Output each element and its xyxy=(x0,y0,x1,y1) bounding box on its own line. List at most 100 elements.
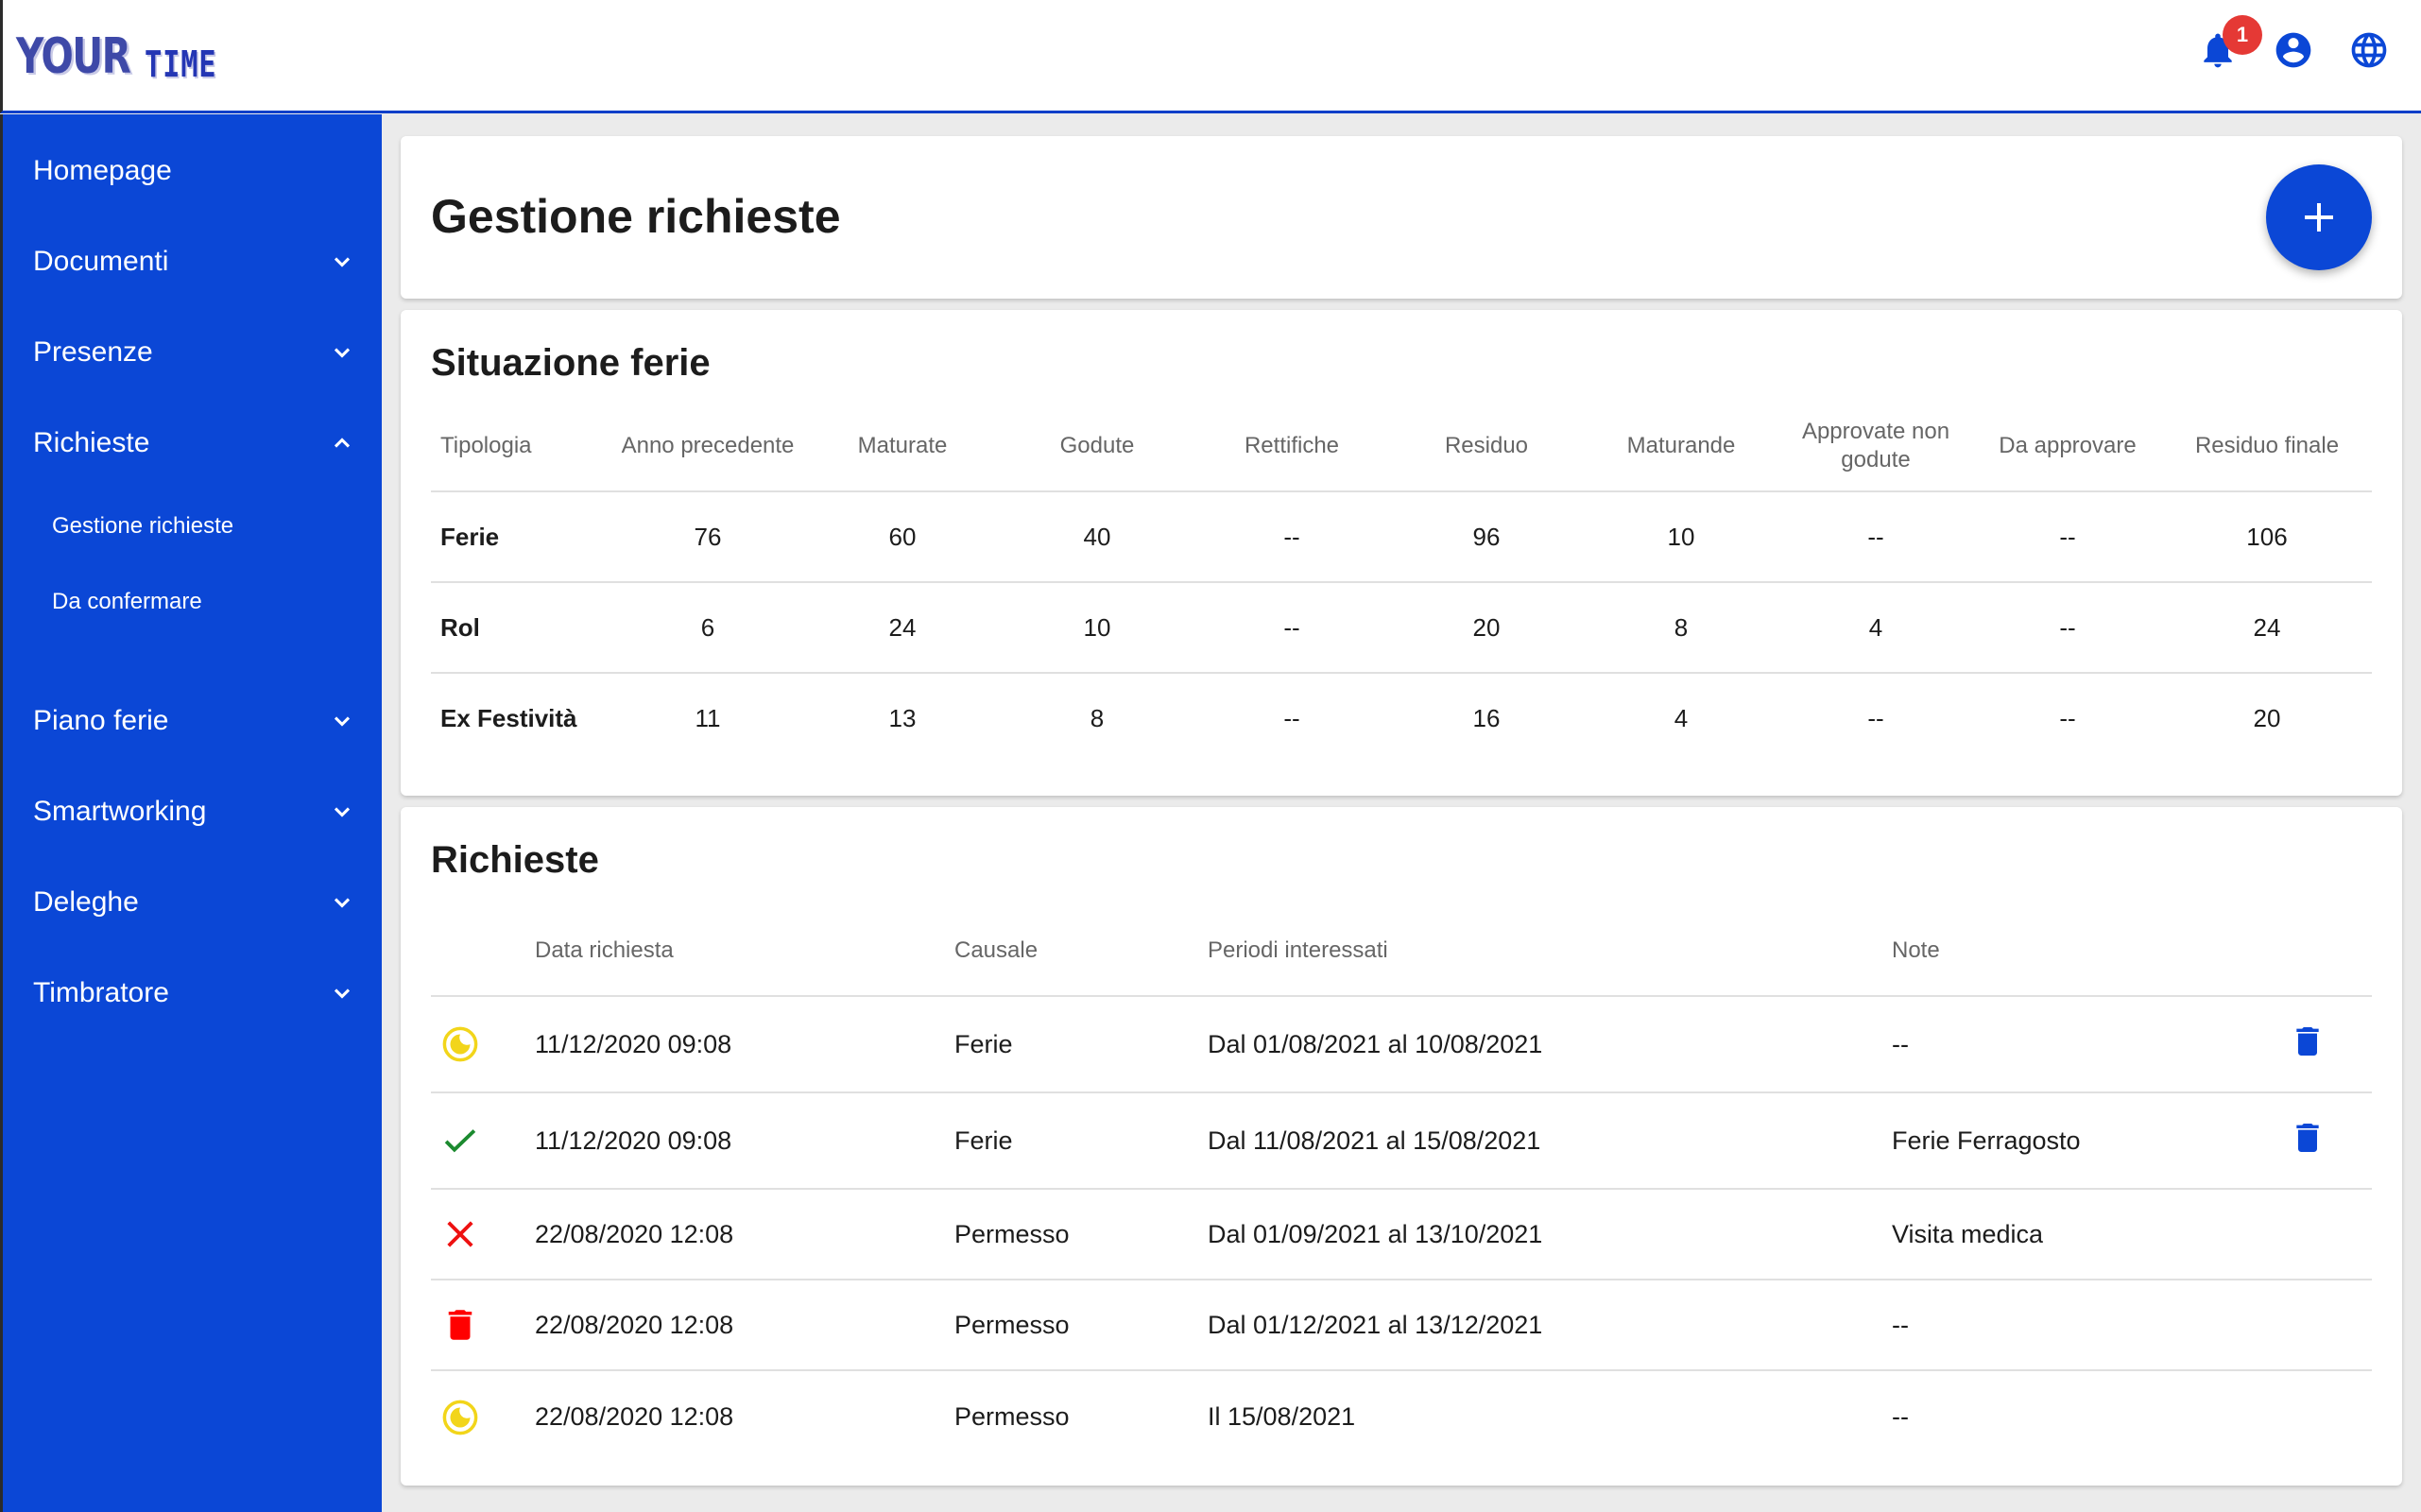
table-row[interactable]: 22/08/2020 12:08 Permesso Dal 01/09/2021… xyxy=(431,1189,2372,1280)
deleted-trash-icon xyxy=(448,1310,472,1340)
sidebar-item-label: Homepage xyxy=(33,155,172,186)
table-cell: -- xyxy=(2059,704,2076,732)
sidebar: Homepage Documenti Presenze Richieste Ge… xyxy=(0,114,382,1512)
sidebar-item-presenze[interactable]: Presenze xyxy=(3,307,382,398)
table-cell: -- xyxy=(1778,491,1973,583)
status-column-header xyxy=(431,905,535,997)
column-header: Note xyxy=(1892,905,2289,997)
column-header: Godute xyxy=(1000,401,1194,492)
delete-trash-icon[interactable] xyxy=(2289,1022,2327,1060)
periodi-cell: Dal 01/12/2021 al 13/12/2021 xyxy=(1208,1280,1892,1371)
note-cell: Visita medica xyxy=(1892,1189,2289,1280)
approved-check-icon xyxy=(444,1129,476,1153)
table-cell: Rol xyxy=(431,582,610,674)
sidebar-item-label: Deleghe xyxy=(33,886,139,918)
sidebar-item-documenti[interactable]: Documenti xyxy=(3,216,382,307)
sidebar-item-label: Timbratore xyxy=(33,977,169,1008)
table-cell: 10 xyxy=(1584,491,1778,583)
delete-trash-icon[interactable] xyxy=(2289,1119,2327,1157)
table-cell: 24 xyxy=(2162,582,2372,674)
sidebar-item-deleghe[interactable]: Deleghe xyxy=(3,857,382,948)
table-cell: 20 xyxy=(1389,582,1584,674)
note-cell: -- xyxy=(1892,1280,2289,1371)
table-cell: 10 xyxy=(1000,582,1194,674)
sidebar-item-label: Presenze xyxy=(33,336,153,368)
status-cell xyxy=(431,1189,535,1280)
chevron-down-icon xyxy=(329,889,355,916)
richieste-card: Richieste Data richiesta Causale Periodi… xyxy=(401,807,2402,1486)
note-cell: -- xyxy=(1892,996,2289,1093)
column-header: Maturate xyxy=(805,401,1000,492)
sidebar-item-label: Documenti xyxy=(33,246,169,277)
column-header: Da approvare xyxy=(1973,401,2162,492)
table-cell: 40 xyxy=(1000,491,1194,583)
top-bar: YOUR TIME 1 xyxy=(0,0,2421,113)
periodi-cell: Dal 01/09/2021 al 13/10/2021 xyxy=(1208,1189,1892,1280)
sidebar-item-smartworking[interactable]: Smartworking xyxy=(3,766,382,857)
table-row[interactable]: 11/12/2020 09:08 Ferie Dal 01/08/2021 al… xyxy=(431,996,2372,1093)
chevron-down-icon xyxy=(329,339,355,366)
language-button[interactable] xyxy=(2347,28,2391,72)
column-header: Approvate non godute xyxy=(1778,401,1973,492)
table-cell: 20 xyxy=(2253,704,2281,732)
data-richiesta-cell: 22/08/2020 12:08 xyxy=(535,1280,954,1371)
status-cell xyxy=(431,996,535,1093)
causale-cell: Ferie xyxy=(954,1092,1208,1190)
data-richiesta-cell: 11/12/2020 09:08 xyxy=(535,996,954,1093)
actions-cell xyxy=(2289,1189,2372,1280)
chevron-up-icon xyxy=(329,430,355,456)
actions-cell xyxy=(2289,1370,2372,1463)
periodi-cell: Dal 11/08/2021 al 15/08/2021 xyxy=(1208,1092,1892,1190)
table-cell: -- xyxy=(1867,704,1884,732)
notifications-button[interactable]: 1 xyxy=(2196,15,2262,72)
table-cell: -- xyxy=(1973,582,2162,674)
sidebar-subitem-gestione-richieste[interactable]: Gestione richieste xyxy=(3,489,382,564)
column-header: Residuo finale xyxy=(2162,401,2372,492)
sidebar-item-piano-ferie[interactable]: Piano ferie xyxy=(3,676,382,766)
sidebar-subitem-label: Da confermare xyxy=(52,589,202,614)
sidebar-item-richieste[interactable]: Richieste xyxy=(3,398,382,489)
column-header: Periodi interessati xyxy=(1208,905,1892,997)
table-row[interactable]: 11/12/2020 09:08 Ferie Dal 11/08/2021 al… xyxy=(431,1092,2372,1190)
sidebar-item-label: Smartworking xyxy=(33,796,207,827)
table-cell: 24 xyxy=(805,582,1000,674)
richieste-table: Data richiesta Causale Periodi interessa… xyxy=(431,905,2372,1463)
page-header-card: Gestione richieste xyxy=(401,136,2402,299)
table-cell: 13 xyxy=(888,704,917,732)
table-cell: -- xyxy=(1973,491,2162,583)
sidebar-item-timbratore[interactable]: Timbratore xyxy=(3,948,382,1039)
column-header: Causale xyxy=(954,905,1208,997)
logo-your: YOUR xyxy=(16,28,131,85)
table-cell: -- xyxy=(1194,491,1389,583)
column-header: Data richiesta xyxy=(535,905,954,997)
table-row[interactable]: 22/08/2020 12:08 Permesso Dal 01/12/2021… xyxy=(431,1280,2372,1371)
actions-column-header xyxy=(2289,905,2372,997)
status-cell xyxy=(431,1092,535,1190)
column-header: Tipologia xyxy=(431,401,610,492)
sidebar-subitem-da-confermare[interactable]: Da confermare xyxy=(3,564,382,640)
add-request-button[interactable] xyxy=(2266,164,2372,270)
account-circle-icon xyxy=(2275,32,2311,68)
actions-cell xyxy=(2289,1280,2372,1371)
table-row[interactable]: 22/08/2020 12:08 Permesso Il 15/08/2021 … xyxy=(431,1370,2372,1463)
causale-cell: Permesso xyxy=(954,1280,1208,1371)
causale-cell: Permesso xyxy=(954,1189,1208,1280)
sidebar-item-homepage[interactable]: Homepage xyxy=(3,126,382,216)
periodi-cell: Il 15/08/2021 xyxy=(1208,1402,1356,1431)
causale-cell: Ferie xyxy=(954,996,1208,1093)
column-header: Rettifiche xyxy=(1194,401,1389,492)
pending-icon xyxy=(442,1400,478,1435)
section-title: Richieste xyxy=(431,839,599,881)
app-logo[interactable]: YOUR TIME xyxy=(16,28,235,85)
chevron-down-icon xyxy=(329,799,355,825)
account-button[interactable] xyxy=(2272,28,2315,72)
table-cell: 60 xyxy=(805,491,1000,583)
section-title: Situazione ferie xyxy=(431,342,711,384)
data-richiesta-cell: 22/08/2020 12:08 xyxy=(535,1189,954,1280)
table-cell: 16 xyxy=(1472,704,1501,732)
table-cell: 8 xyxy=(1584,582,1778,674)
chevron-down-icon xyxy=(329,249,355,275)
table-row: Ferie 76 60 40 -- 96 10 -- -- 106 xyxy=(431,491,2372,583)
pending-icon xyxy=(442,1026,478,1062)
periodi-cell: Dal 01/08/2021 al 10/08/2021 xyxy=(1208,996,1892,1093)
